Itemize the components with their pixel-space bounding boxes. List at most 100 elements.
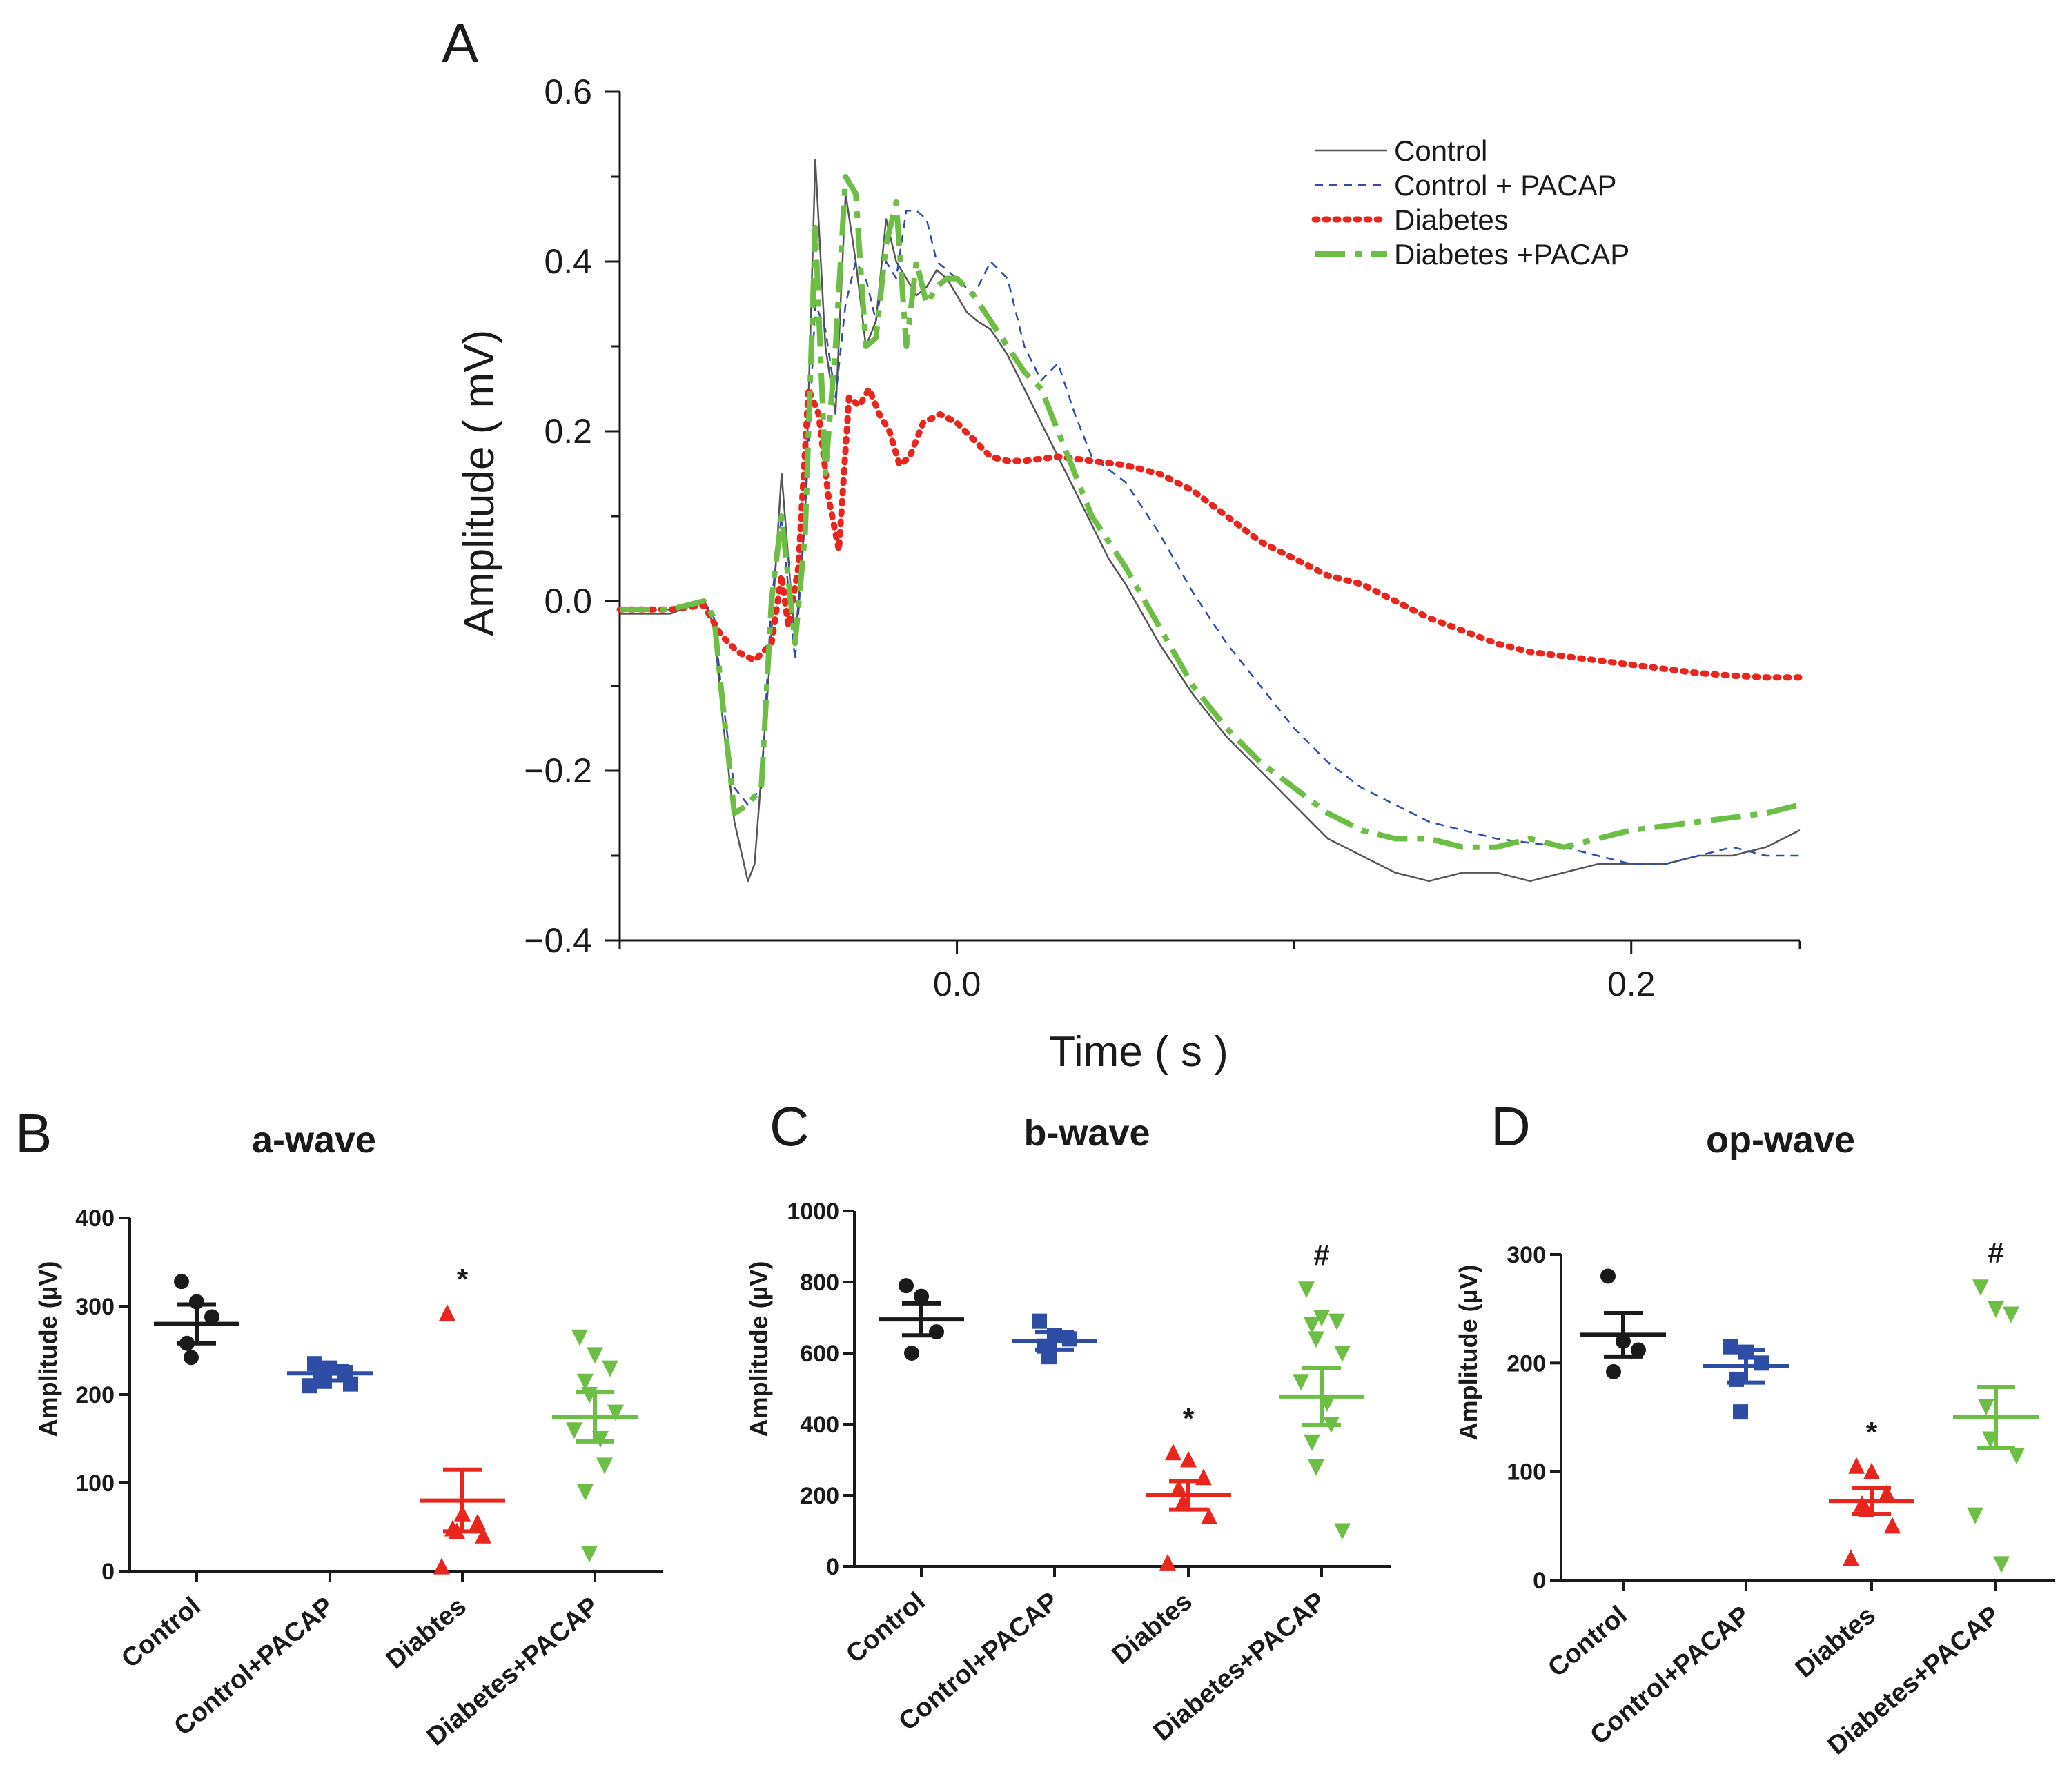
data-point-circle [1606,1363,1621,1379]
data-point-triangle [439,1304,455,1321]
data-point-square [1032,1313,1047,1329]
data-point-triangle [475,1526,491,1544]
y-tick-label: −0.4 [524,921,592,960]
y-tick-label: 0.4 [544,242,592,281]
y-tick-label: 300 [75,1294,115,1320]
data-point-circle [174,1274,189,1290]
data-point-triangle-down [602,1360,618,1377]
data-point-triangle-down [1334,1523,1351,1540]
y-tick-label: 0.0 [544,582,592,620]
data-point-triangle-down [1972,1279,1989,1297]
data-point-square [307,1356,322,1372]
data-point-triangle [1848,1457,1865,1474]
panel-d-letter: D [1491,1096,1531,1157]
x-category-label: Control [116,1592,206,1674]
series-line-control [620,159,1801,883]
x-category-label: Diabtes [1790,1601,1881,1684]
y-tick-label: 400 [800,1412,839,1438]
data-point-circle [914,1288,929,1304]
data-point-triangle-down [577,1373,594,1390]
data-point-triangle-down [1304,1434,1320,1451]
series-line-control-pacap [620,209,1800,865]
panel-a-ylabel: Amplitude ( mV) [455,330,503,636]
data-point-triangle-down [1978,1399,1994,1416]
data-point-triangle-down [581,1546,598,1563]
data-point-triangle [1180,1450,1197,1468]
y-tick-label: 400 [75,1205,115,1232]
data-point-triangle-down [1293,1374,1309,1391]
data-point-triangle-down [1328,1313,1345,1330]
data-point-circle [904,1346,919,1361]
x-tick-label: 0.2 [1607,965,1656,1003]
panel-a-xlabel: Time ( s ) [1049,1028,1228,1076]
y-tick-label: 0.2 [544,412,592,451]
panel-d-scatter-chart: D op-wave Amplitude (µV) 0 100 200 300 Contr… [1454,1096,2055,1761]
data-point-triangle [1201,1507,1217,1524]
panel-b-scatter-chart: B a-wave Amplitude (µV) 0 100 200 300 400 Con… [15,1103,663,1752]
data-point-square [1041,1349,1057,1365]
x-category-label: Control [1542,1601,1632,1683]
y-tick-label: 1000 [787,1199,839,1225]
significance-marker: * [457,1263,469,1295]
data-point-triangle [1843,1549,1859,1566]
significance-marker: * [1183,1402,1195,1435]
legend-label: Control + PACAP [1394,169,1617,201]
y-tick-label: 300 [1507,1242,1546,1268]
legend-label: Diabetes [1394,204,1509,236]
panel-a-series [616,159,1803,883]
data-point-square [1733,1404,1748,1420]
significance-marker: # [1988,1237,2003,1269]
panel-a-line-chart: A 0.6 0.4 0.2 0.0 −0.2 −0.4 0.0 0.2 Amplitude (… [442,12,1803,1076]
data-point-triangle-down [1298,1281,1315,1299]
panel-a-letter: A [442,12,479,74]
y-tick-label: 800 [800,1270,839,1296]
data-point-triangle-down [1308,1459,1324,1476]
data-point-triangle-down [596,1457,613,1475]
data-point-triangle-down [587,1347,603,1364]
data-point-triangle [1879,1484,1895,1501]
y-tick-label: 200 [800,1483,839,1509]
data-point-triangle-down [2008,1448,2025,1465]
panel-c-scatter-chart: C b-wave Amplitude (µV) 0 200 400 600 800 100… [745,1096,1391,1747]
x-tick-label: 0.0 [933,965,981,1003]
data-point-circle [1631,1342,1646,1358]
legend-label: Control [1394,135,1487,167]
data-point-triangle [1863,1462,1880,1479]
panel-d-title: op-wave [1706,1119,1855,1161]
panel-b-letter: B [15,1103,52,1164]
y-tick-label: 200 [1507,1350,1546,1377]
data-point-circle [184,1350,199,1366]
y-tick-label: 0 [1533,1568,1546,1594]
data-point-triangle-down [1304,1317,1320,1334]
data-point-circle [204,1309,219,1325]
data-point-triangle-down [1313,1310,1330,1327]
data-point-circle [1600,1268,1616,1284]
data-point-triangle [1884,1517,1901,1534]
data-point-triangle [1159,1553,1176,1571]
panel-d-ylabel: Amplitude (µV) [1454,1265,1482,1441]
data-point-triangle-down [607,1404,624,1421]
x-category-label: Diabtes [381,1592,472,1675]
y-tick-label: −0.2 [524,751,592,790]
data-point-triangle-down [1334,1346,1351,1362]
panel-c-ylabel: Amplitude (µV) [745,1261,773,1437]
y-tick-label: 0.6 [544,72,592,111]
data-point-triangle-down [1993,1556,2010,1573]
data-point-triangle-down [2003,1306,2019,1323]
legend-label: Diabetes +PACAP [1394,238,1629,270]
panel-a-axes: 0.6 0.4 0.2 0.0 −0.2 −0.4 0.0 0.2 [524,72,1801,1003]
x-category-label: Diabtes [1107,1587,1198,1670]
panel-c-letter: C [769,1096,810,1157]
significance-marker: * [1866,1416,1878,1448]
data-point-triangle-down [1988,1301,2004,1318]
y-tick-label: 0 [826,1554,839,1580]
data-point-triangle-down [566,1422,582,1439]
panel-b-title: a-wave [252,1119,376,1161]
y-tick-label: 100 [1507,1459,1546,1486]
data-point-triangle [1170,1479,1187,1496]
